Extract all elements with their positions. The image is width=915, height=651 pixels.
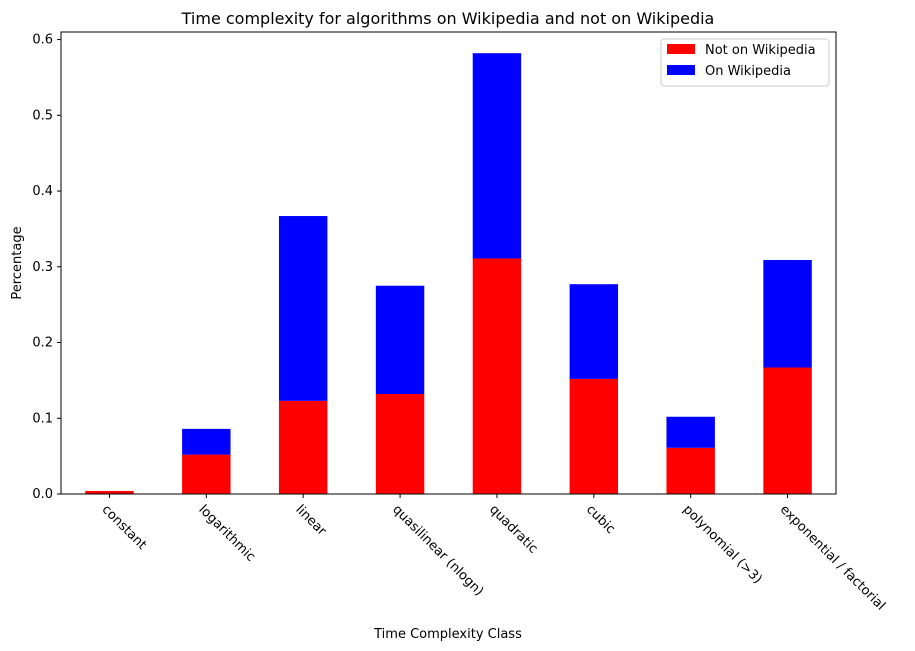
y-tick-label: 0.4 [32, 184, 53, 199]
bar-on-wikipedia [182, 428, 231, 455]
y-tick-label: 0.0 [32, 487, 53, 502]
y-tick-label: 0.1 [32, 411, 53, 426]
bar-not-on-wikipedia [278, 400, 328, 494]
y-tick-label: 0.2 [32, 336, 53, 351]
y-axis-label: Percentage [10, 226, 25, 299]
x-axis: constant logarithmic linear quasilinear (nl… [99, 494, 888, 613]
x-tick-label: polynomial (>3) [680, 502, 765, 587]
bar-on-wikipedia [472, 53, 522, 259]
bar-not-on-wikipedia [375, 394, 425, 494]
bar-on-wikipedia [278, 216, 328, 401]
bar-on-wikipedia [763, 259, 812, 368]
x-tick-label: quadratic [486, 502, 540, 556]
x-tick-label: exponential / factorial [777, 502, 888, 613]
legend-swatch-on-wikipedia [667, 65, 695, 75]
legend-label-on-wikipedia: On Wikipedia [705, 64, 791, 79]
legend-box [660, 38, 830, 87]
bar-not-on-wikipedia [569, 378, 619, 494]
bar-on-wikipedia [375, 285, 425, 395]
bar-not-on-wikipedia [85, 490, 134, 494]
x-tick-label: linear [292, 502, 329, 539]
x-axis-label: Time Complexity Class [373, 627, 522, 642]
x-tick-label: cubic [583, 502, 618, 537]
x-tick-label: quasilinear (nlogn) [389, 502, 486, 599]
legend-label-not-on-wikipedia: Not on Wikipedia [705, 43, 816, 58]
bar-not-on-wikipedia [666, 447, 715, 494]
legend-swatch-not-on-wikipedia [667, 44, 695, 54]
bars-layer [85, 53, 812, 494]
bar-on-wikipedia [569, 284, 619, 379]
bar-not-on-wikipedia [763, 367, 812, 494]
x-tick-label: logarithmic [195, 502, 258, 565]
bar-not-on-wikipedia [472, 258, 522, 494]
y-tick-label: 0.3 [32, 260, 53, 275]
x-tick-label: constant [99, 502, 150, 553]
chart-title: Time complexity for algorithms on Wikipe… [181, 9, 715, 28]
y-axis: 0.0 0.1 0.2 0.3 0.4 0.5 0.6 [32, 33, 61, 502]
y-tick-label: 0.5 [32, 108, 53, 123]
bar-on-wikipedia [666, 416, 715, 448]
legend: Not on Wikipedia On Wikipedia [660, 38, 830, 87]
bar-not-on-wikipedia [182, 454, 231, 494]
plot-frame [60, 31, 837, 495]
y-tick-label: 0.6 [32, 33, 53, 48]
